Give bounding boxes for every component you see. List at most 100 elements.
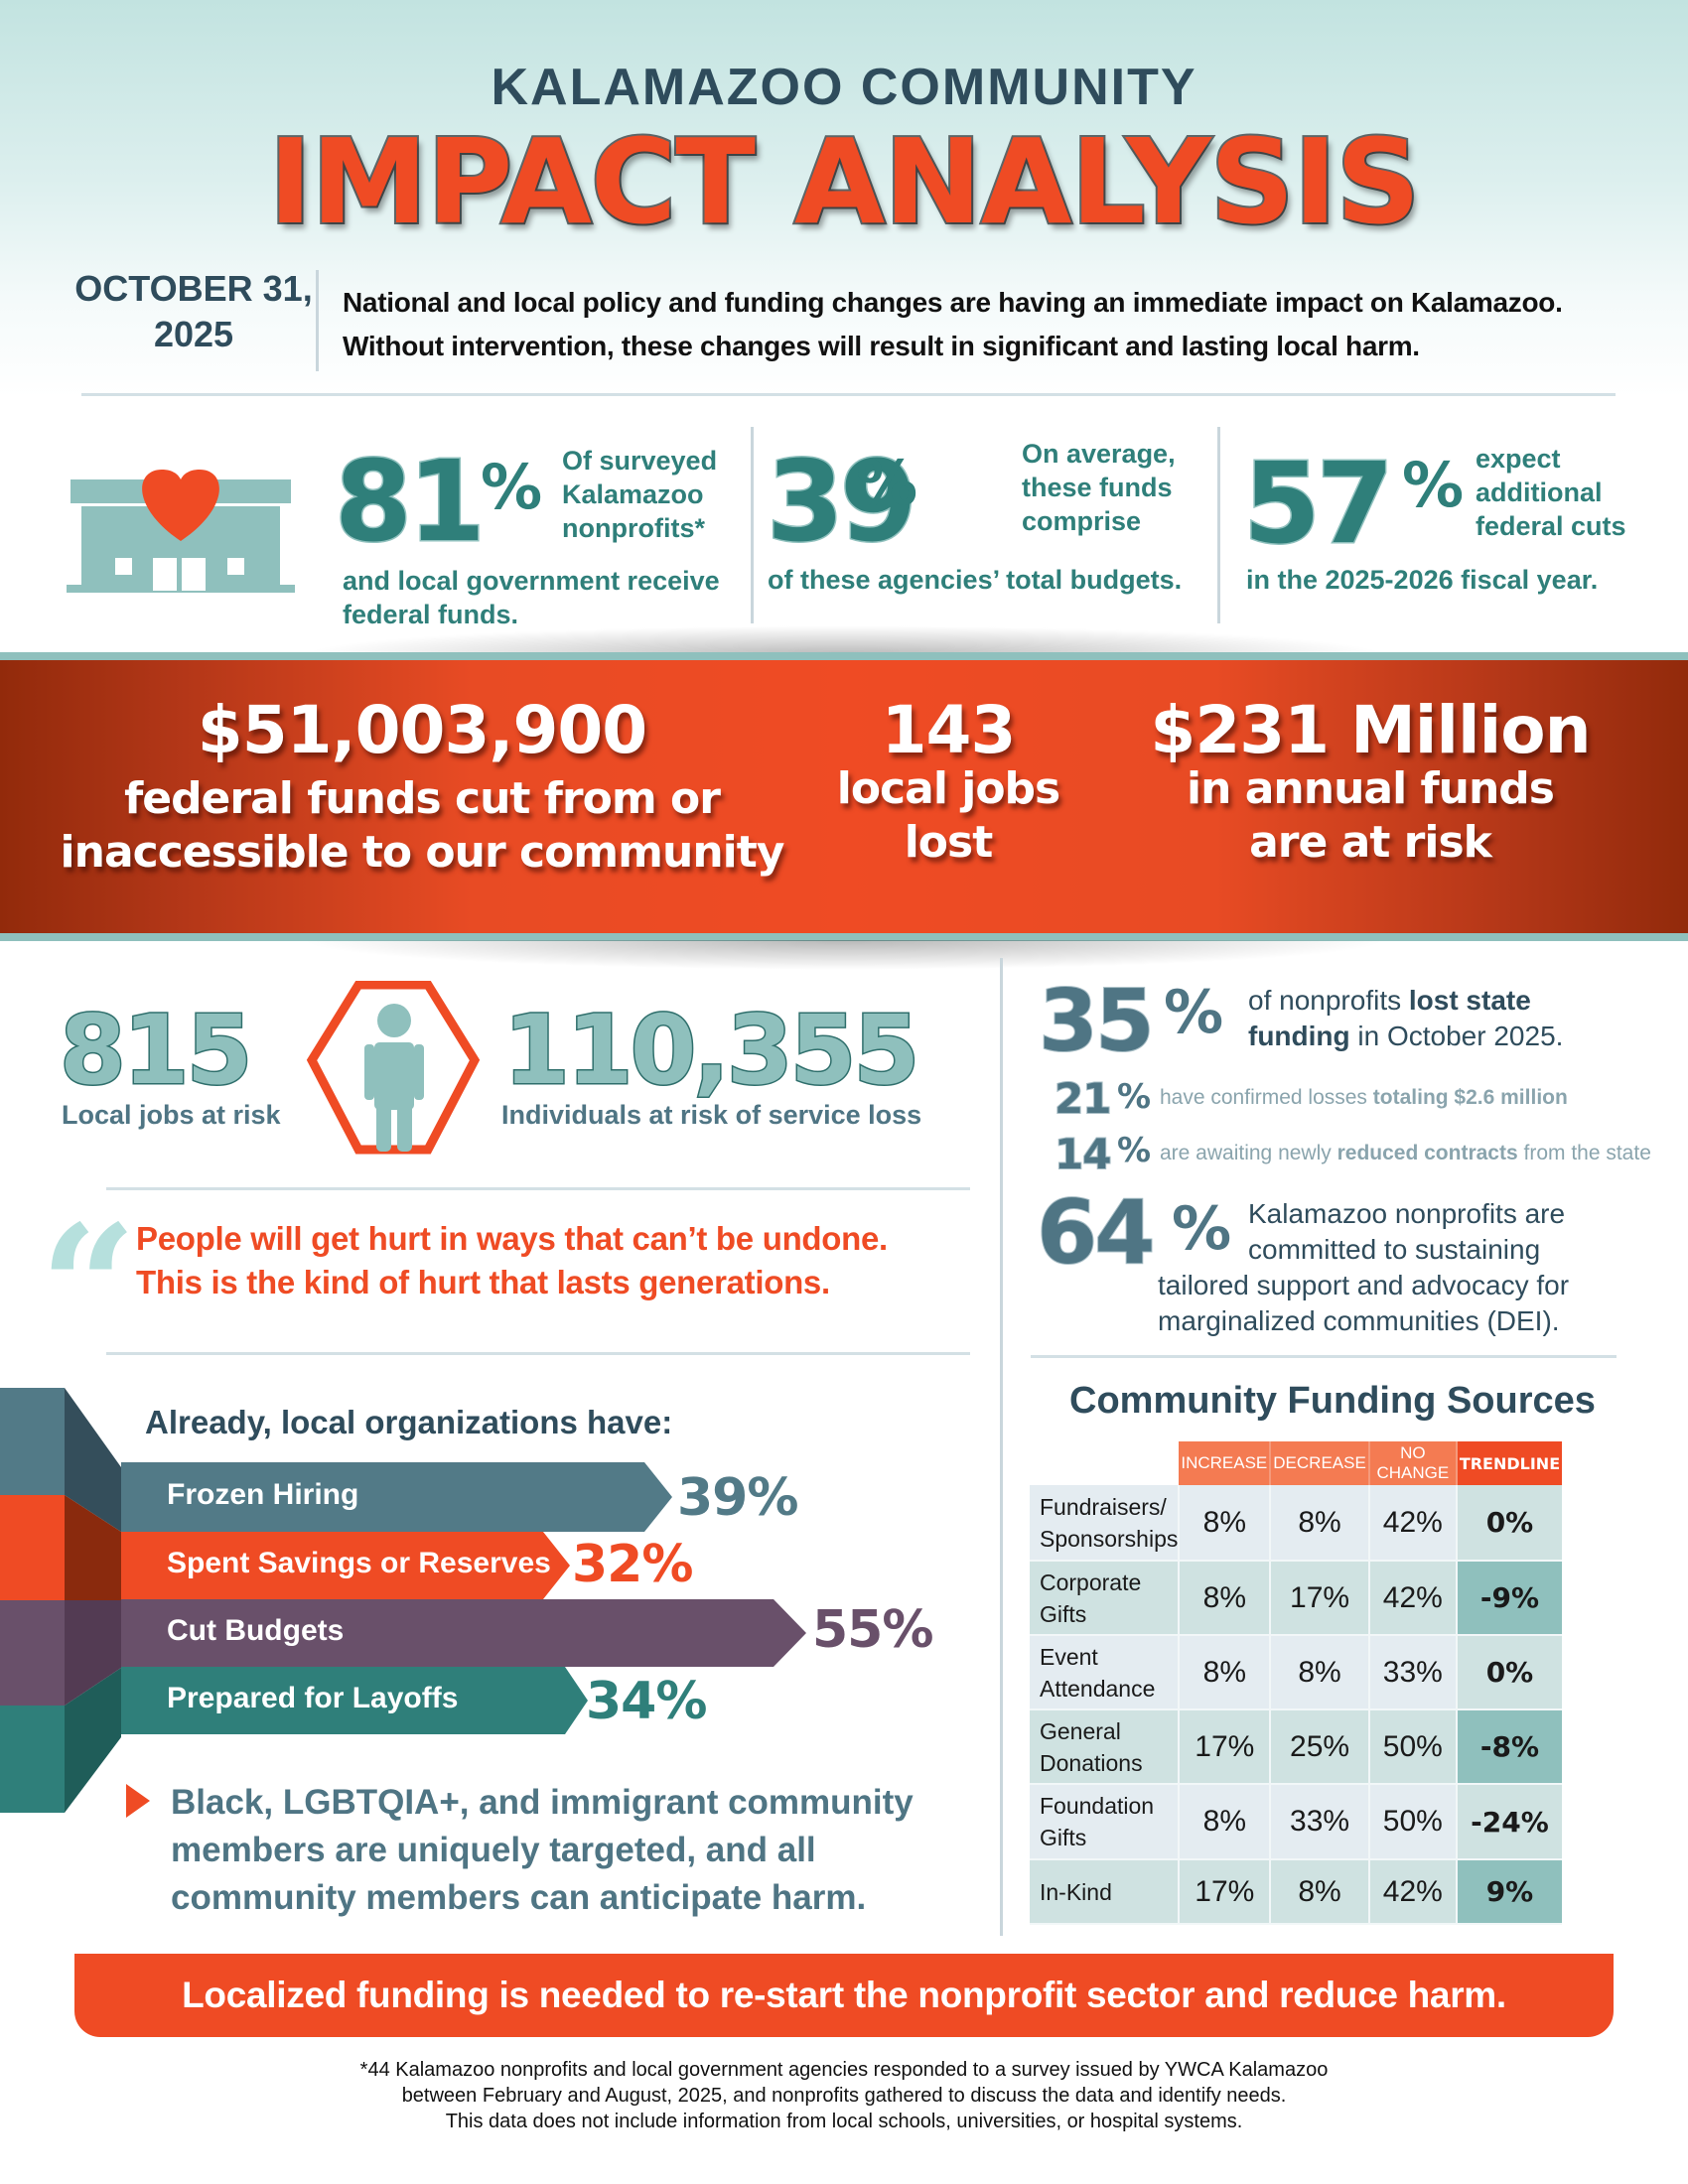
stat-81-below-line: federal funds. bbox=[343, 600, 519, 629]
stat-81-value: 81 bbox=[334, 438, 488, 567]
band-stat-funds-cut: $51,003,900 federal funds cut from or in… bbox=[40, 695, 804, 880]
bar-cut-budgets: Cut Budgets bbox=[121, 1599, 816, 1667]
people-at-risk-label: Individuals at risk of service loss bbox=[501, 1100, 922, 1130]
stat-81-below-text: and local government receive federal fun… bbox=[343, 564, 720, 631]
bar-value: 39% bbox=[677, 1468, 798, 1528]
bar-value: 55% bbox=[812, 1600, 933, 1660]
bar-value: 34% bbox=[586, 1672, 707, 1731]
stat-divider-1 bbox=[751, 427, 754, 623]
cell-trendline: -9% bbox=[1456, 1561, 1563, 1636]
table-row: Corporate Gifts 8% 17% 42% -9% bbox=[1030, 1561, 1563, 1636]
pull-quote: People will get hurt in ways that can’t … bbox=[136, 1217, 888, 1304]
dei-line: Kalamazoo nonprofits are bbox=[1248, 1198, 1566, 1229]
stat-39-unit: % bbox=[856, 447, 918, 519]
dei-unit: % bbox=[1172, 1194, 1232, 1264]
table-row: Foundation Gifts 8% 33% 50% -24% bbox=[1030, 1784, 1563, 1860]
header-divider bbox=[316, 270, 319, 371]
reduced-contracts-value: 14 bbox=[1054, 1130, 1112, 1178]
cell-increase: 8% bbox=[1179, 1485, 1272, 1562]
row-label-line: Gifts bbox=[1040, 1600, 1087, 1627]
jobs-at-risk-label: Local jobs at risk bbox=[62, 1100, 281, 1130]
bar-label: Spent Savings or Reserves bbox=[167, 1547, 551, 1579]
footnote-line: *44 Kalamazoo nonprofits and local gover… bbox=[359, 2059, 1329, 2081]
dei-value: 64 bbox=[1036, 1181, 1156, 1284]
stat-57-side-line: federal cuts bbox=[1476, 511, 1626, 541]
table-row: In-Kind 17% 8% 42% 9% bbox=[1030, 1859, 1563, 1925]
quote-rule-top bbox=[106, 1187, 970, 1190]
stat-39-side-line: these funds bbox=[1022, 473, 1173, 502]
state-loss-text: of nonprofits lost state funding in Octo… bbox=[1248, 983, 1665, 1054]
people-at-risk-value: 110,355 bbox=[501, 995, 920, 1106]
page-title: IMPACT ANALYSIS bbox=[266, 113, 1422, 250]
text-fragment: from the state bbox=[1517, 1142, 1651, 1164]
quote-line-2: This is the kind of hurt that lasts gene… bbox=[136, 1264, 830, 1300]
bar-frozen-hiring: Frozen Hiring bbox=[121, 1462, 677, 1532]
confirmed-loss-unit: % bbox=[1117, 1077, 1152, 1117]
band-stat-funds-at-risk: $231 Million in annual funds are at risk bbox=[1102, 695, 1638, 870]
funds-at-risk-value: $231 Million bbox=[1150, 692, 1591, 768]
funnel-decoration bbox=[0, 1388, 124, 1815]
funds-cut-value: $51,003,900 bbox=[197, 692, 647, 768]
bullet-line: community members can anticipate harm. bbox=[171, 1878, 867, 1917]
stat-57-side-line: expect bbox=[1476, 444, 1561, 474]
cell-increase: 8% bbox=[1179, 1561, 1272, 1636]
footnote: *44 Kalamazoo nonprofits and local gover… bbox=[0, 2057, 1688, 2134]
confirmed-loss-value: 21 bbox=[1054, 1074, 1112, 1123]
row-label-line: Fundraisers/ bbox=[1040, 1493, 1167, 1520]
stat-57-side-line: additional bbox=[1476, 478, 1603, 507]
report-date: OCTOBER 31, 2025 bbox=[60, 266, 328, 357]
stat-39-side-line: On average, bbox=[1022, 439, 1176, 469]
confirmed-loss-text: have confirmed losses totaling $2.6 mill… bbox=[1160, 1086, 1568, 1110]
jobs-at-risk-value: 815 bbox=[58, 995, 253, 1106]
cell-no-change: 33% bbox=[1368, 1635, 1458, 1710]
row-label-line: Corporate bbox=[1040, 1569, 1142, 1595]
jobs-lost-label-1: local jobs bbox=[836, 763, 1060, 814]
impact-band bbox=[0, 660, 1688, 933]
text-fragment: of nonprofits bbox=[1248, 985, 1409, 1016]
stop-person-icon bbox=[304, 980, 483, 1160]
row-label-line: Gifts bbox=[1040, 1825, 1087, 1850]
row-label: General Donations bbox=[1030, 1709, 1181, 1785]
column-divider bbox=[1000, 958, 1003, 1936]
cell-no-change: 42% bbox=[1368, 1859, 1458, 1925]
stat-57-value: 57 bbox=[1242, 440, 1396, 569]
dei-line: committed to sustaining bbox=[1248, 1234, 1541, 1265]
col-no-change: NO CHANGE bbox=[1368, 1441, 1458, 1485]
reduced-contracts-unit: % bbox=[1117, 1131, 1152, 1170]
cell-increase: 8% bbox=[1179, 1784, 1272, 1860]
stat-57-side-text: expect additional federal cuts bbox=[1476, 442, 1626, 543]
header-blank bbox=[1030, 1441, 1179, 1485]
intro-line-1: National and local policy and funding ch… bbox=[343, 287, 1563, 318]
cell-increase: 17% bbox=[1179, 1709, 1272, 1785]
quote-line-1: People will get hurt in ways that can’t … bbox=[136, 1220, 888, 1257]
date-line-1: OCTOBER 31, bbox=[74, 268, 313, 309]
band-border-top bbox=[0, 652, 1688, 660]
cell-decrease: 8% bbox=[1270, 1859, 1370, 1925]
header-rule bbox=[81, 393, 1616, 396]
table-header-row: INCREASE DECREASE NO CHANGE TRENDLINE bbox=[1030, 1441, 1563, 1485]
cell-increase: 8% bbox=[1179, 1635, 1272, 1710]
col-trendline: TRENDLINE bbox=[1456, 1441, 1563, 1485]
text-fragment: in October 2025. bbox=[1349, 1021, 1564, 1051]
funding-table-title: Community Funding Sources bbox=[1069, 1380, 1596, 1422]
jobs-lost-value: 143 bbox=[881, 692, 1017, 768]
bullet-line: members are uniquely targeted, and all bbox=[171, 1831, 816, 1869]
intro-line-2: Without intervention, these changes will… bbox=[343, 331, 1420, 361]
funds-cut-label-2: inaccessible to our community bbox=[60, 827, 785, 878]
funding-sources-table: INCREASE DECREASE NO CHANGE TRENDLINE Fu… bbox=[1030, 1441, 1563, 1925]
cell-no-change: 42% bbox=[1368, 1561, 1458, 1636]
row-label: Foundation Gifts bbox=[1030, 1784, 1181, 1860]
row-label: Event Attendance bbox=[1030, 1635, 1181, 1710]
cell-trendline: 9% bbox=[1456, 1859, 1563, 1925]
bar-value: 32% bbox=[572, 1535, 693, 1594]
footnote-line: This data does not include information f… bbox=[445, 2111, 1243, 2132]
dei-text-top: Kalamazoo nonprofits are committed to su… bbox=[1248, 1196, 1565, 1268]
text-fragment-bold: reduced contracts bbox=[1336, 1142, 1518, 1164]
table-row: General Donations 17% 25% 50% -8% bbox=[1030, 1709, 1563, 1785]
text-fragment: are awaiting newly bbox=[1160, 1142, 1337, 1164]
funds-cut-label-1: federal funds cut from or bbox=[124, 773, 721, 824]
row-label: In-Kind bbox=[1030, 1859, 1181, 1925]
band-stat-jobs-lost: 143 local jobs lost bbox=[814, 695, 1082, 870]
targeted-communities-text: Black, LGBTQIA+, and immigrant community… bbox=[171, 1779, 914, 1922]
table-rule bbox=[1031, 1355, 1617, 1358]
